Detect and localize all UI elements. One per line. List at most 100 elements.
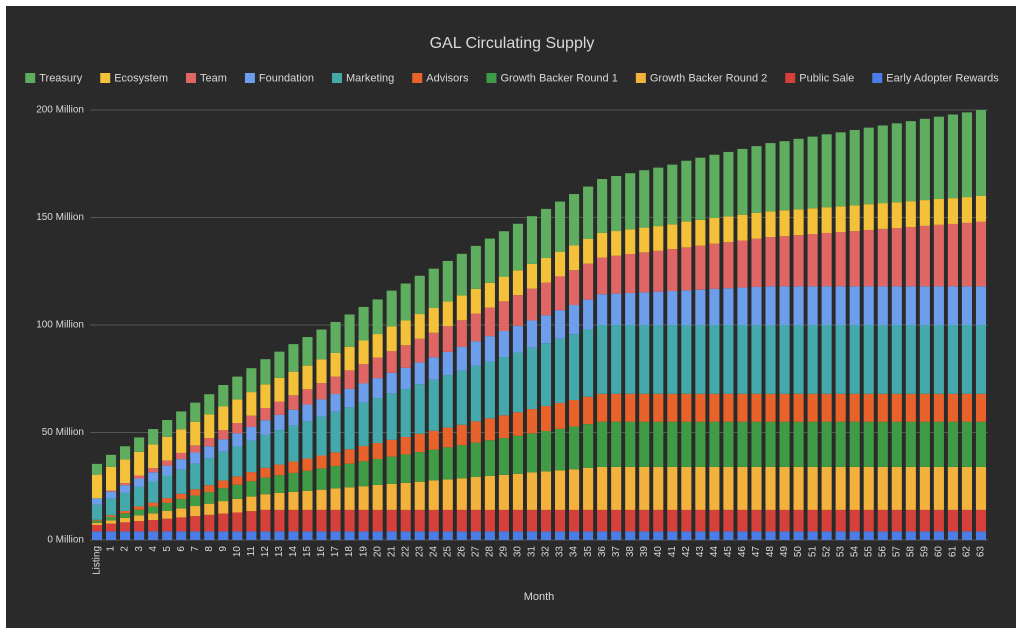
bar-segment (695, 245, 706, 290)
bar-segment (863, 127, 874, 205)
bar-segment (414, 481, 425, 510)
bar-segment (316, 359, 327, 384)
bar-segment (554, 201, 566, 252)
bar-segment (105, 498, 117, 516)
bar-segment (260, 531, 271, 540)
x-tick-label: 52 (821, 546, 832, 558)
x-tick-label: 5 (162, 546, 173, 552)
bar-segment (105, 531, 117, 540)
bar-segment (639, 292, 650, 325)
bar-segment (540, 257, 552, 283)
bar-segment (442, 447, 453, 480)
x-tick-label: 19 (358, 546, 369, 558)
legend-label: Treasury (39, 72, 82, 84)
bar-segment (148, 472, 159, 482)
bar-segment (470, 477, 481, 510)
bar-segment (246, 481, 257, 497)
bar-segment (204, 503, 215, 515)
bar-segment (737, 287, 748, 325)
bar-segment (526, 216, 538, 264)
bar-segment (344, 487, 355, 510)
bar-segment (316, 383, 327, 400)
bar-segment (625, 173, 636, 230)
bar-segment (358, 509, 369, 532)
bar-segment (218, 501, 229, 514)
bar-segment (246, 368, 257, 393)
bar-segment (316, 455, 327, 469)
bar-segment (695, 466, 706, 510)
bar-segment (835, 466, 846, 510)
x-tick-label: 11 (246, 546, 257, 557)
bar-segment (456, 531, 467, 540)
bar-segment (737, 393, 748, 422)
bar-segment (849, 325, 860, 394)
bar-segment (765, 237, 776, 287)
bar-segment (91, 504, 103, 520)
bar-segment (821, 531, 832, 540)
x-tick-label: 25 (442, 546, 453, 558)
bar-segment (218, 406, 229, 431)
bar-segment (863, 325, 874, 394)
bar-segment (737, 148, 748, 215)
legend-label: Growth Backer Round 2 (650, 72, 767, 84)
bar-segment (148, 506, 159, 514)
bar-segment (947, 223, 958, 287)
bar-segment (512, 509, 524, 532)
bar-segment (246, 426, 257, 441)
bar-segment (975, 466, 987, 510)
bar-segment (330, 531, 341, 540)
bar-segment (779, 531, 790, 540)
bar-segment (302, 421, 313, 459)
bar-segment (877, 203, 888, 229)
bar-segment (877, 466, 888, 510)
x-tick-label: 21 (386, 546, 397, 558)
bar-segment (667, 291, 678, 325)
bar-segment (891, 421, 902, 467)
bar-segment (961, 197, 973, 223)
bar-segment (358, 402, 369, 447)
bar-segment (667, 466, 678, 510)
bar-segment (793, 235, 804, 287)
bar-segment (120, 483, 131, 486)
bar-segment (639, 421, 650, 467)
bar-segment (779, 509, 790, 532)
bar-segment (526, 320, 538, 348)
bar-segment (456, 295, 467, 321)
bar-segment (891, 286, 902, 325)
bar-segment (134, 515, 145, 522)
bar-segment (933, 509, 944, 532)
bar-segment (484, 361, 495, 419)
x-tick-label: 53 (835, 546, 846, 558)
bar-segment (176, 493, 187, 500)
bar-segment (316, 468, 327, 490)
bar-segment (695, 393, 706, 422)
x-tick-label: 63 (976, 546, 987, 558)
x-tick-label: 49 (779, 546, 790, 558)
bar-segment (526, 263, 538, 289)
bar-segment (484, 531, 495, 540)
bar-segment (667, 325, 678, 394)
bar-segment (554, 428, 566, 471)
bar-segment (105, 466, 117, 491)
bar-segment (765, 421, 776, 467)
bar-segment (709, 509, 720, 532)
x-tick-label: 24 (428, 546, 439, 558)
bar-segment (512, 325, 524, 353)
bar-segment (120, 459, 131, 484)
bar-segment (302, 470, 313, 491)
bar-segment (400, 367, 411, 390)
bar-segment (274, 377, 285, 402)
bar-segment (975, 393, 987, 422)
bar-segment (484, 509, 495, 532)
bar-segment (681, 290, 692, 325)
bar-segment (793, 421, 804, 467)
bar-segment (625, 254, 636, 293)
bar-segment (919, 286, 930, 325)
bar-segment (681, 325, 692, 394)
bar-segment (625, 531, 636, 540)
bar-segment (372, 484, 383, 510)
bar-segment (134, 451, 145, 476)
bar-segment (737, 421, 748, 467)
bar-segment (540, 343, 552, 407)
bar-segment (148, 429, 159, 445)
